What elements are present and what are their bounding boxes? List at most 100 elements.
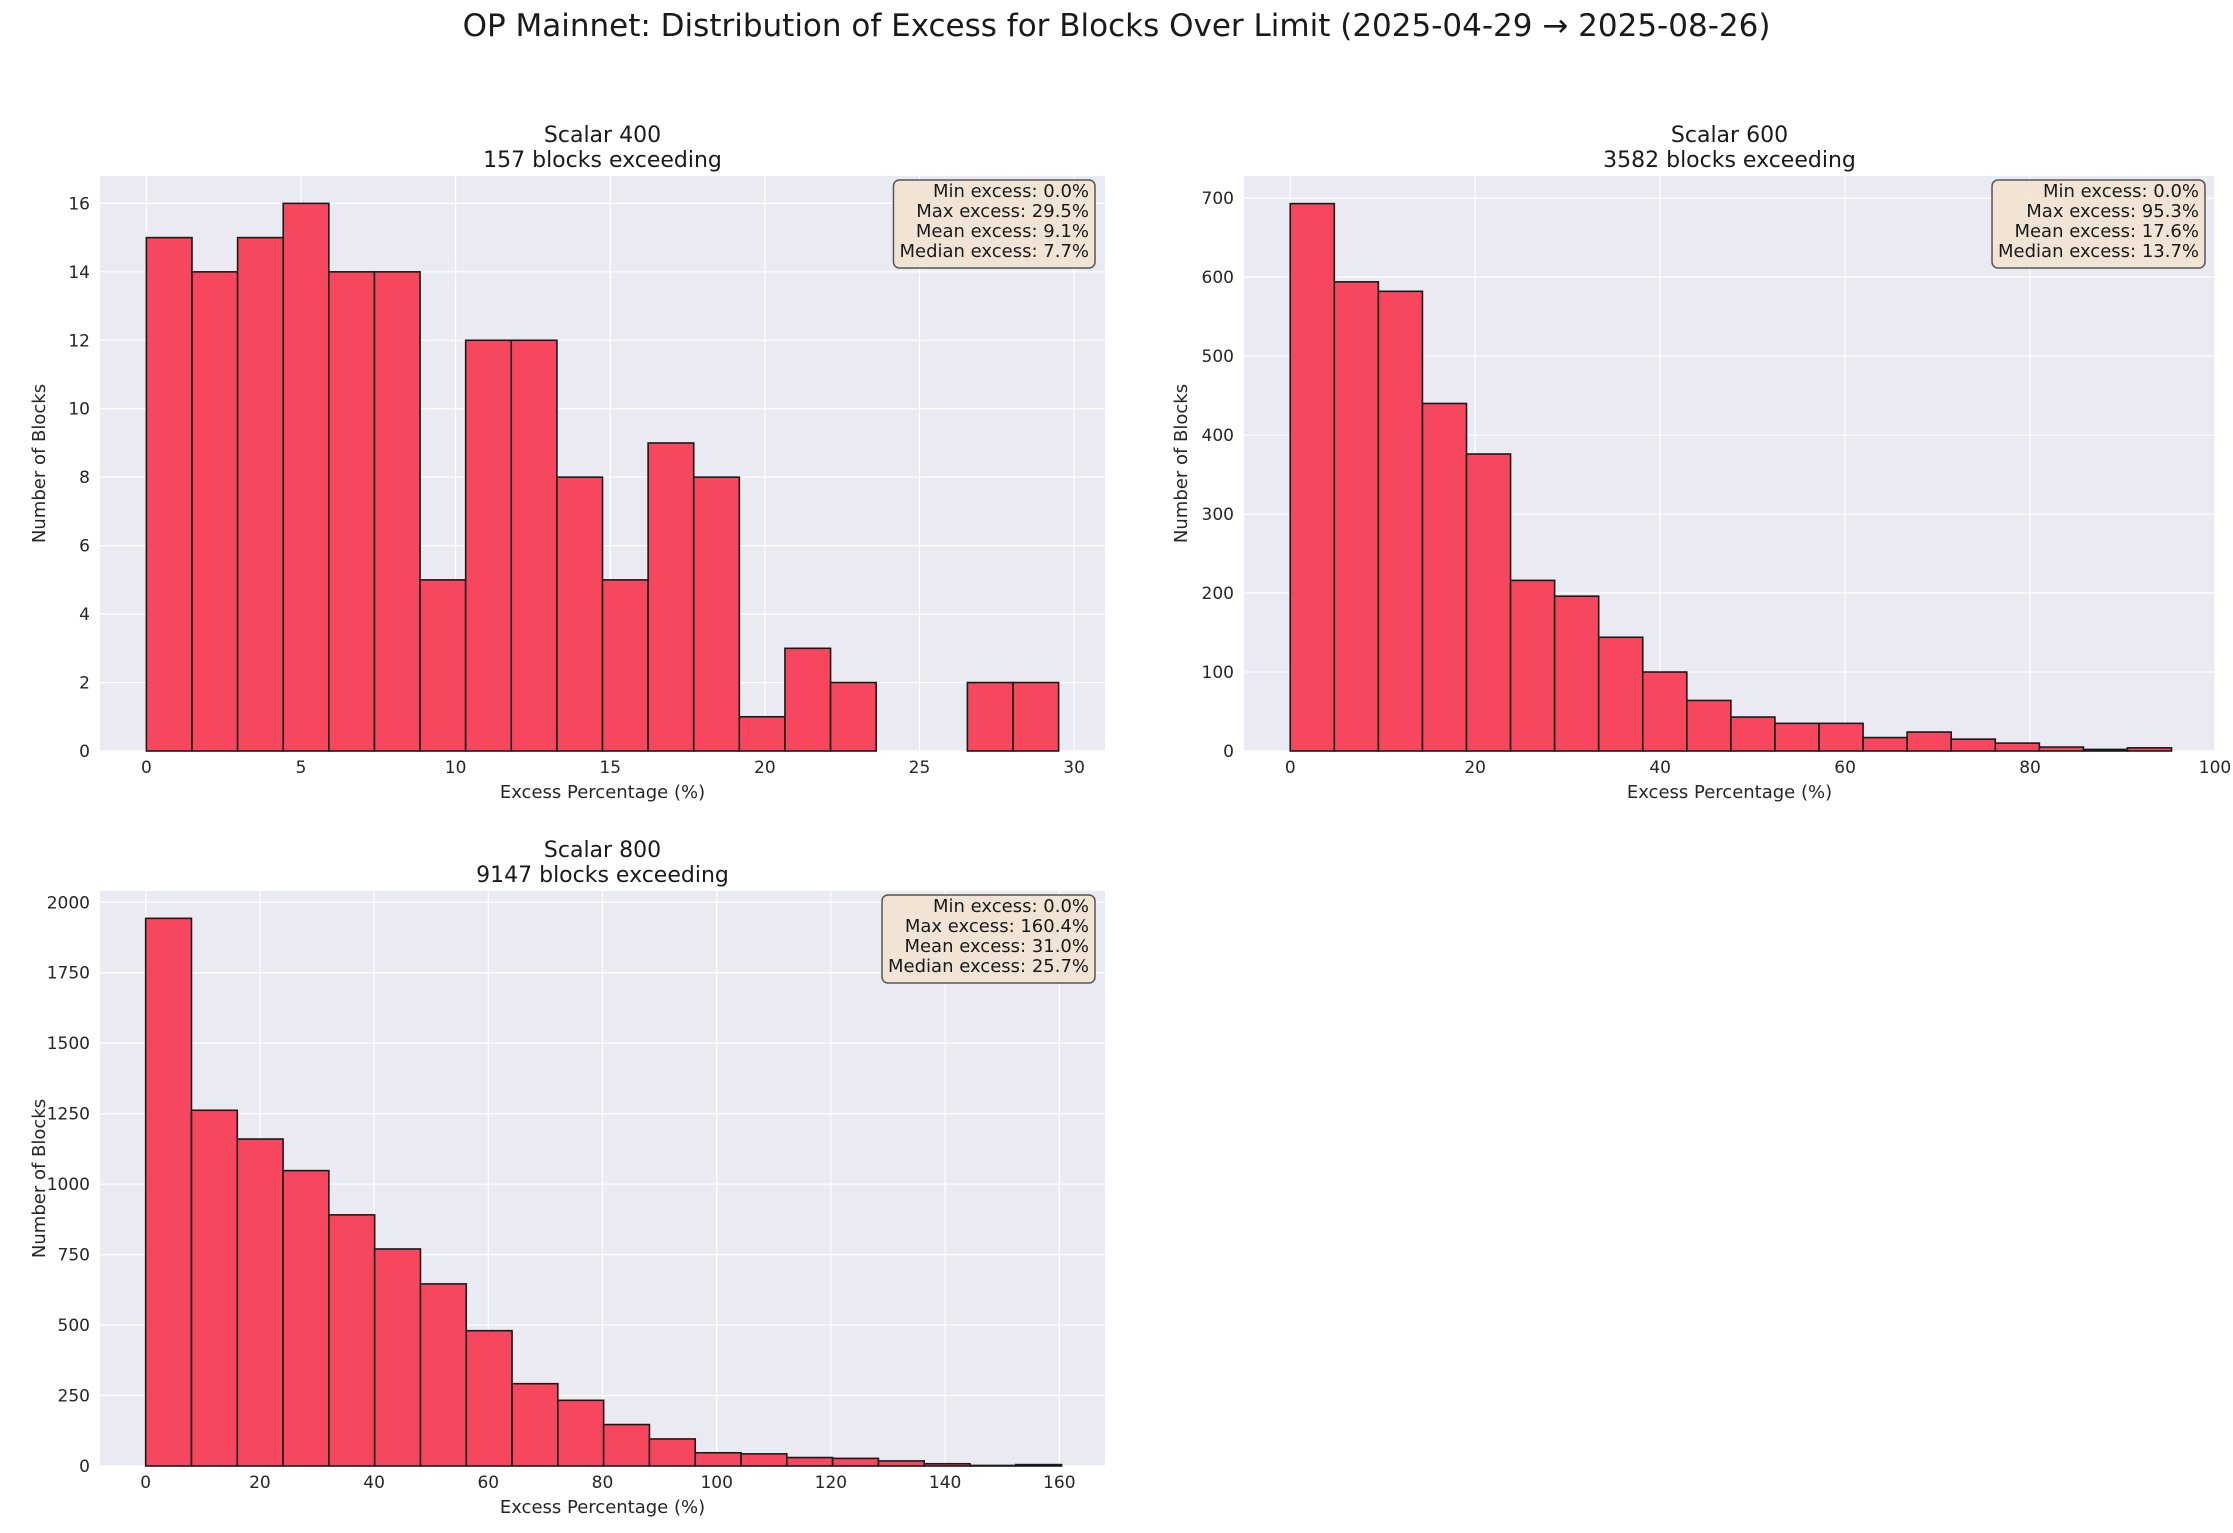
y-tick-label: 1250 [47, 1105, 90, 1125]
histogram-bar [602, 1423, 651, 1467]
x-tick-label: 80 [592, 1473, 614, 1493]
x-tick-label: 20 [1464, 758, 1486, 778]
histogram-bar [144, 917, 193, 1467]
histogram-bar [236, 1138, 284, 1467]
histogram-bar [923, 1462, 971, 1467]
y-tick-label: 250 [58, 1387, 90, 1407]
histogram-bar [601, 579, 649, 752]
histogram-bar [647, 442, 695, 752]
histogram-bar [282, 1169, 330, 1467]
y-tick-label: 4 [79, 605, 90, 625]
histogram-bar [1421, 402, 1468, 752]
histogram-bar [1730, 716, 1776, 752]
panel-title: Scalar 400 [544, 123, 661, 148]
stats-line: Median excess: 25.7% [888, 956, 1089, 977]
histogram-bar [236, 236, 285, 752]
stats-line: Min excess: 0.0% [933, 181, 1089, 202]
y-tick-label: 500 [58, 1316, 90, 1336]
histogram-bar [1377, 290, 1424, 752]
x-tick-label: 20 [249, 1473, 271, 1493]
histogram-bar [738, 715, 786, 752]
histogram-bar [877, 1460, 926, 1467]
x-tick-label: 0 [141, 758, 152, 778]
x-tick-label: 10 [445, 758, 467, 778]
panel-subtitle: 9147 blocks exceeding [476, 863, 729, 888]
x-tick-label: 40 [1649, 758, 1671, 778]
y-tick-label: 0 [1223, 742, 1234, 762]
histogram-bar [373, 1248, 422, 1467]
y-tick-label: 0 [79, 1457, 90, 1477]
y-tick-label: 6 [79, 537, 90, 557]
histogram-bar [511, 1382, 559, 1467]
histogram-bar [1597, 636, 1644, 752]
y-tick-label: 2000 [47, 893, 90, 913]
histogram-bar [1818, 722, 1864, 752]
histogram-bar [1012, 681, 1060, 752]
x-tick-label: 5 [296, 758, 307, 778]
x-axis-label: Excess Percentage (%) [500, 1497, 705, 1518]
histogram-bar [1862, 736, 1908, 752]
panel-subtitle: 157 blocks exceeding [483, 148, 722, 173]
x-tick-label: 60 [477, 1473, 499, 1493]
histogram-bar [786, 1456, 834, 1467]
histogram-bar [1509, 579, 1556, 752]
histogram-bar [145, 236, 193, 752]
histogram-bar [1774, 722, 1820, 752]
y-tick-label: 750 [58, 1246, 90, 1266]
histogram-bar [2038, 746, 2085, 752]
x-axis-label: Excess Percentage (%) [500, 782, 705, 803]
histogram-bar [692, 476, 741, 752]
y-tick-label: 1750 [47, 964, 90, 984]
y-tick-label: 700 [1202, 189, 1234, 209]
x-tick-label: 100 [700, 1473, 732, 1493]
histogram-bar [1686, 699, 1732, 752]
y-tick-label: 16 [68, 194, 90, 214]
histogram-bar [1906, 731, 1953, 752]
y-tick-label: 300 [1202, 505, 1234, 525]
histogram-bar [191, 271, 239, 752]
y-tick-label: 14 [68, 263, 90, 283]
histogram-bar [969, 1464, 1017, 1467]
x-tick-label: 0 [140, 1473, 151, 1493]
histogram-bar [2126, 747, 2173, 752]
histogram-bar [464, 339, 513, 752]
x-tick-label: 120 [815, 1473, 847, 1493]
y-tick-label: 1500 [47, 1034, 90, 1054]
x-tick-label: 20 [754, 758, 776, 778]
histogram-bar [282, 202, 330, 752]
x-tick-label: 40 [363, 1473, 385, 1493]
histogram-bar [557, 1399, 605, 1467]
histogram-bar [694, 1451, 742, 1467]
histogram-bar [1333, 281, 1380, 752]
histogram-bar [2082, 748, 2129, 752]
y-tick-label: 100 [1202, 663, 1234, 683]
x-tick-label: 140 [929, 1473, 961, 1493]
histogram-bar [829, 681, 877, 752]
histogram-bar [419, 579, 467, 752]
histogram-bar [1015, 1463, 1063, 1467]
stats-box: Min excess: 0.0%Max excess: 160.4%Mean e… [881, 894, 1096, 984]
panel-title: Scalar 600 [1671, 123, 1788, 148]
y-tick-label: 2 [79, 674, 90, 694]
histogram-bar [966, 681, 1014, 752]
stats-box: Min excess: 0.0%Max excess: 95.3%Mean ex… [1991, 179, 2206, 269]
histogram-bar [328, 271, 376, 752]
y-axis-label: Number of Blocks [1171, 384, 1192, 543]
panel-title: Scalar 800 [544, 838, 661, 863]
stats-line: Median excess: 13.7% [1998, 241, 2199, 262]
histogram-bar [190, 1109, 239, 1467]
stats-line: Max excess: 29.5% [916, 201, 1089, 222]
histogram-bar [510, 339, 558, 752]
x-tick-label: 80 [2019, 758, 2041, 778]
y-tick-label: 1000 [47, 1175, 90, 1195]
stats-line: Min excess: 0.0% [933, 896, 1089, 917]
histogram-bar [1465, 453, 1512, 752]
x-tick-label: 25 [909, 758, 931, 778]
y-tick-label: 600 [1202, 268, 1234, 288]
y-axis-label: Number of Blocks [29, 1099, 50, 1258]
figure-title: OP Mainnet: Distribution of Excess for B… [462, 8, 1771, 44]
y-tick-label: 500 [1202, 347, 1234, 367]
